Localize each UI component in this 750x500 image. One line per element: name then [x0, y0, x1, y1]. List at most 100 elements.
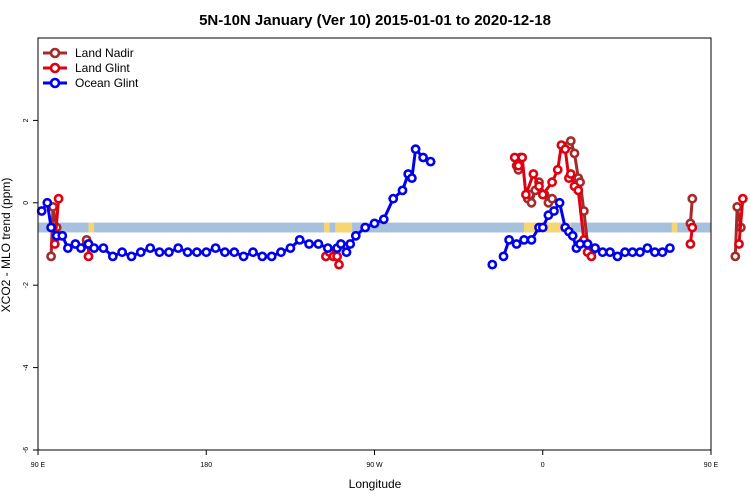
data-point [345, 239, 356, 249]
data-point [276, 247, 286, 258]
series-line [513, 143, 593, 258]
data-point [76, 243, 86, 253]
data-point [509, 152, 520, 163]
legend-marker [49, 77, 61, 89]
data-point [517, 152, 528, 163]
data-point [83, 251, 94, 262]
data-point [210, 243, 221, 253]
data-point [117, 247, 127, 258]
legend-item: Land Glint [43, 61, 130, 75]
legend-marker [49, 62, 61, 74]
data-point [590, 243, 600, 253]
legend-label: Land Glint [75, 61, 130, 75]
data-point [605, 247, 615, 258]
y-axis: -6 -4 -2 0 2 [23, 118, 38, 453]
series-layer [36, 136, 748, 270]
data-point [547, 177, 557, 188]
data-point [665, 243, 675, 253]
data-point [687, 222, 698, 233]
y-tick-label: 2 [23, 118, 30, 122]
chart-title: 5N-10N January (Ver 10) 2015-01-01 to 20… [199, 12, 551, 29]
y-axis-label: XCO2 - MLO trend (ppm) [0, 178, 13, 313]
data-point [53, 193, 64, 204]
data-point [248, 247, 258, 258]
data-point [46, 222, 56, 233]
data-point [49, 239, 60, 249]
data-point [650, 247, 660, 258]
data-point [334, 259, 344, 270]
x-tick-label: 0 [541, 462, 545, 469]
land-segment [335, 222, 353, 233]
data-point [313, 239, 324, 249]
data-point [266, 251, 277, 262]
data-point [425, 156, 436, 167]
data-point [163, 247, 174, 258]
legend-label: Land Nadir [75, 46, 134, 60]
plot-frame [37, 37, 712, 451]
data-point [341, 247, 352, 258]
data-point [294, 234, 305, 245]
data-point [107, 251, 118, 262]
data-point [46, 251, 56, 262]
land-segment [324, 222, 330, 233]
data-point [487, 259, 498, 270]
data-point [89, 243, 99, 253]
y-tick-label: 0 [23, 201, 30, 205]
data-point [498, 251, 509, 262]
data-point [575, 239, 585, 249]
data-point [42, 197, 53, 208]
data-point [569, 148, 580, 159]
data-point [504, 234, 514, 245]
legend-label: Ocean Glint [75, 76, 139, 90]
data-point [657, 247, 668, 258]
legend-item: Land Nadir [43, 46, 134, 60]
data-point [549, 206, 559, 216]
data-point [620, 247, 630, 258]
data-point [565, 136, 576, 146]
x-tick-label: 90 E [31, 462, 46, 469]
data-point [182, 247, 193, 258]
data-point [201, 247, 212, 258]
data-point [350, 230, 361, 241]
data-point [737, 193, 748, 204]
data-point [554, 197, 565, 208]
data-point [410, 144, 421, 155]
data-point [586, 251, 597, 262]
series-line [40, 147, 432, 258]
data-point [397, 185, 408, 196]
data-point [635, 247, 645, 258]
data-point [560, 144, 571, 155]
data-point [332, 251, 342, 262]
data-point [406, 173, 417, 183]
data-point [511, 239, 522, 249]
data-point [322, 243, 333, 253]
series-land-nadir [46, 136, 746, 262]
data-point [257, 251, 268, 262]
data-point [687, 193, 698, 204]
data-point [63, 243, 73, 253]
series-land-glint [49, 140, 748, 270]
data-point [552, 164, 563, 175]
data-point [145, 243, 156, 253]
data-point [285, 243, 296, 253]
series-line [737, 198, 745, 245]
data-point [567, 230, 578, 241]
data-point [238, 251, 249, 262]
data-point [642, 243, 653, 253]
data-point [378, 214, 389, 225]
data-point [173, 243, 184, 253]
data-point [98, 243, 109, 253]
data-point [36, 206, 47, 216]
data-point [526, 234, 537, 245]
data-point [627, 247, 638, 258]
data-point [369, 218, 380, 229]
data-point [360, 222, 371, 233]
data-point [582, 239, 593, 249]
data-point [730, 251, 741, 262]
land-segment [88, 222, 95, 233]
data-point [528, 169, 539, 179]
data-point [734, 239, 744, 249]
x-axis: 90 E 180 90 W 0 90 E [31, 450, 719, 469]
